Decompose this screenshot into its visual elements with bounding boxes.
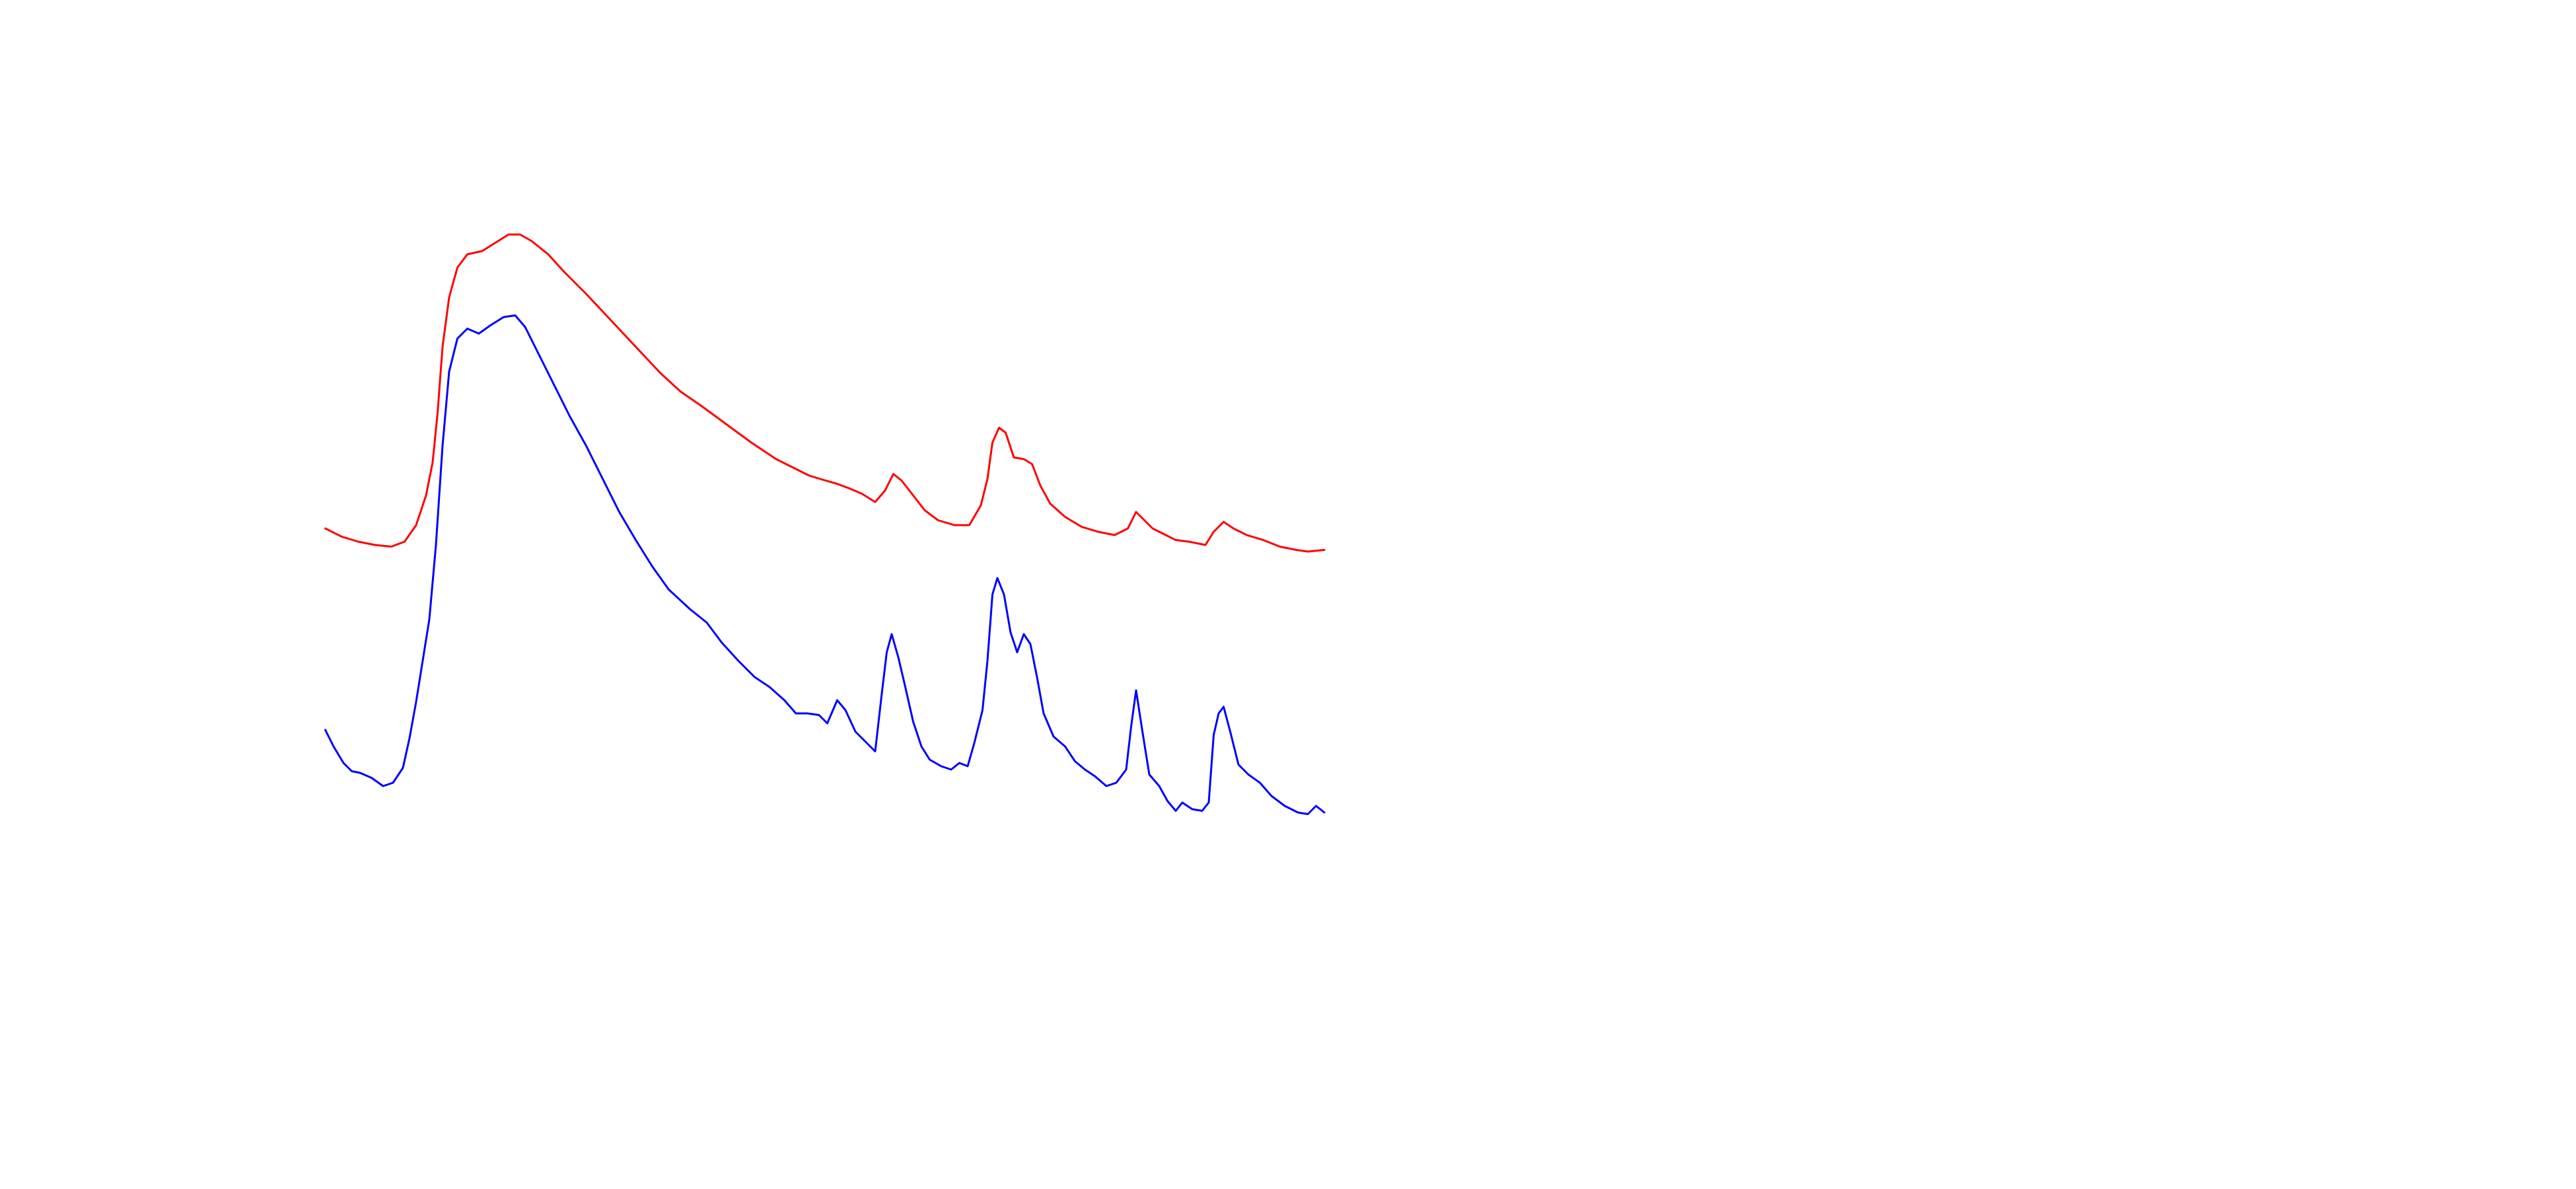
data-line [324,233,1326,553]
data-line [324,314,1326,815]
